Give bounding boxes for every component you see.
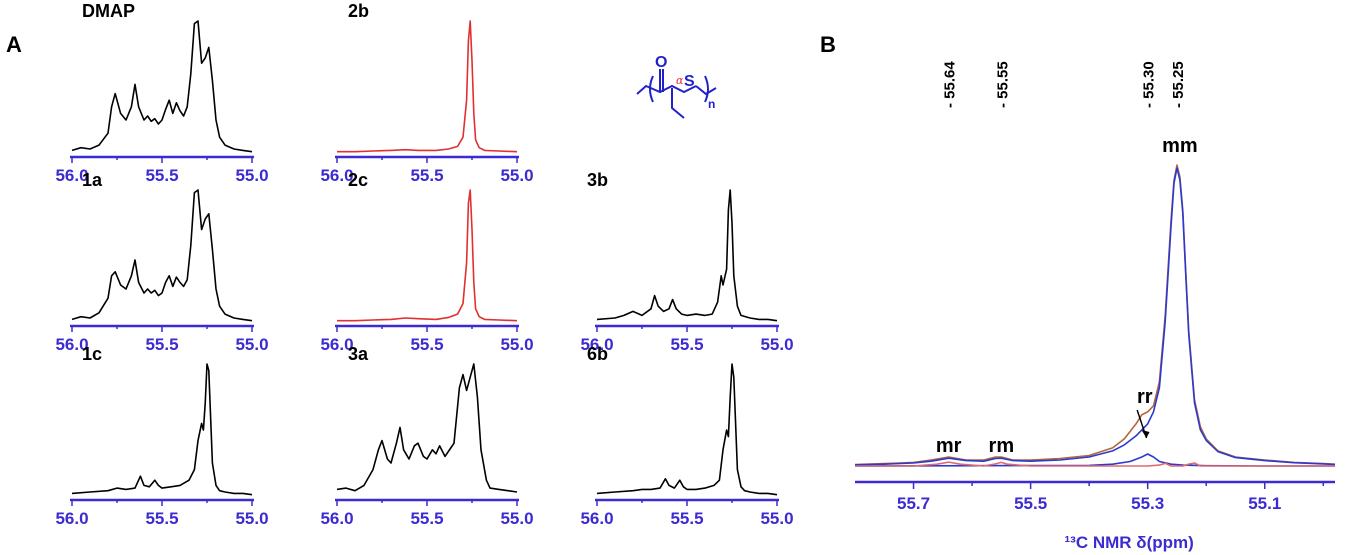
spectrum-1a: 1a 56.0 55.5 55.0 [55, 170, 268, 354]
tick-label: 56.0 [320, 166, 353, 185]
rr-arrow-head [1141, 430, 1150, 438]
panel-b-trace-0 [854, 164, 1336, 466]
sample-label-3b: 3b [587, 170, 608, 190]
spectrum-1c: 1c 56.0 55.5 55.0 [55, 344, 268, 528]
sample-label-3a: 3a [348, 344, 369, 364]
sample-label-2b: 2b [348, 1, 369, 21]
tick-label: 55.0 [500, 335, 533, 354]
peak-shift-label: - 55.55 [994, 61, 1011, 108]
peak-shift-label: - 55.30 [1141, 61, 1158, 108]
tick-label: 55.5 [670, 335, 703, 354]
panel-b-letter: B [820, 32, 836, 57]
spectrum-trace-2c [337, 189, 518, 322]
panel-b-x-axis-label: ¹³C NMR δ(ppm) [1065, 533, 1194, 552]
peak-shift-label: - 55.25 [1170, 61, 1187, 108]
region-label-mm: mm [1162, 135, 1198, 157]
tick-label: 55.5 [410, 166, 443, 185]
alpha-carbon-label: α [676, 74, 684, 87]
tick-label: 55.5 [670, 509, 703, 528]
tick-label: 55.0 [500, 166, 533, 185]
tick-label: 55.5 [410, 509, 443, 528]
spectrum-trace-3b [596, 189, 778, 322]
spectrum-panel-b: 55.7 55.5 55.3 55.1 ¹³C NMR δ(ppm) - 55.64 - 5… [854, 61, 1336, 552]
tick-label: 56.0 [55, 509, 88, 528]
spectrum-2b: 2b 56.0 55.5 55.0 [320, 1, 533, 185]
tick-label: 56.0 [55, 166, 88, 185]
polymer-structure: O S n α [636, 54, 717, 119]
tick-label: 56.0 [580, 509, 613, 528]
region-label-rr: rr [1137, 386, 1153, 408]
spectrum-DMAP: DMAP 56.0 55.5 55.0 [55, 1, 268, 185]
tick-label: 55.0 [500, 509, 533, 528]
spectrum-6b: 6b 56.0 55.5 55.0 [580, 344, 793, 528]
tick-label: 55.0 [760, 335, 793, 354]
tick-label: 56.0 [580, 335, 613, 354]
tick-label: 55.5 [410, 335, 443, 354]
tick-label: 55.5 [1014, 494, 1047, 513]
sample-label-2c: 2c [348, 170, 368, 190]
spectrum-trace-DMAP [71, 20, 253, 153]
panel-b-trace-3 [855, 461, 1335, 467]
spectrum-trace-6b [596, 363, 778, 496]
tick-label: 56.0 [320, 509, 353, 528]
tick-label: 56.0 [55, 335, 88, 354]
tick-label: 56.0 [320, 335, 353, 354]
spectrum-3a: 3a 56.0 55.5 55.0 [320, 344, 533, 528]
tick-label: 55.0 [235, 509, 268, 528]
sample-label-1a: 1a [82, 170, 103, 190]
tick-label: 55.0 [235, 166, 268, 185]
panel-a-letter: A [6, 32, 22, 57]
sample-label-1c: 1c [82, 344, 102, 364]
tick-label: 55.7 [897, 494, 930, 513]
oxygen-atom: O [655, 54, 667, 71]
spectrum-trace-1a [71, 189, 253, 322]
sulfur-atom: S [684, 73, 695, 90]
region-label-rm: rm [989, 435, 1015, 457]
repeat-n: n [708, 97, 715, 111]
panel-b-trace-1 [854, 167, 1336, 466]
spectrum-2c: 2c 56.0 55.5 55.0 [320, 170, 533, 354]
peak-shift-label: - 55.64 [942, 61, 959, 108]
tick-label: 55.0 [760, 509, 793, 528]
spectrum-trace-1c [71, 363, 253, 496]
tick-label: 55.5 [145, 509, 178, 528]
tick-label: 55.1 [1248, 494, 1281, 513]
spectrum-trace-3a [336, 363, 518, 493]
tick-label: 55.5 [145, 335, 178, 354]
tick-label: 55.3 [1131, 494, 1164, 513]
sample-label-6b: 6b [587, 344, 608, 364]
sample-label-DMAP: DMAP [82, 1, 135, 21]
spectrum-trace-2b [337, 20, 518, 153]
region-label-mr: mr [936, 435, 962, 457]
tick-label: 55.0 [235, 335, 268, 354]
tick-label: 55.5 [145, 166, 178, 185]
spectrum-3b: 3b 56.0 55.5 55.0 [580, 170, 793, 354]
